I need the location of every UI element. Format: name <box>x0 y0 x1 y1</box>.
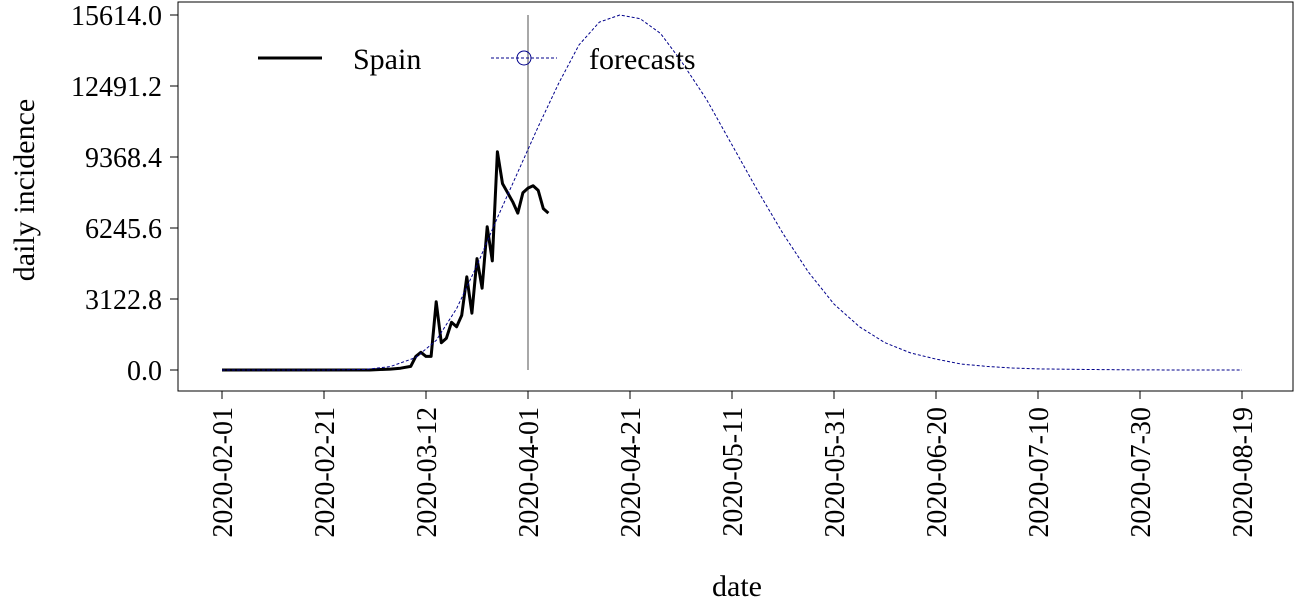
y-tick-label: 9368.4 <box>85 143 162 174</box>
y-tick-label: 0.0 <box>127 356 162 387</box>
x-tick-label: 2020-07-10 <box>1024 407 1055 538</box>
x-tick-label: 2020-08-19 <box>1228 407 1259 538</box>
y-tick-label: 6245.6 <box>85 214 162 245</box>
x-tick-label: 2020-04-01 <box>514 407 545 538</box>
plot-frame <box>177 1 1294 392</box>
y-axis-label: daily incidence <box>8 99 41 281</box>
y-tick-label: 3122.8 <box>85 285 162 316</box>
x-axis: 2020-02-01 2020-02-21 2020-03-12 2020-04-01… <box>208 390 1259 538</box>
series-line-forecasts <box>222 14 1242 371</box>
x-tick-label: 2020-02-21 <box>310 407 341 538</box>
x-axis-label: date <box>712 570 762 600</box>
y-axis: 0.0 3122.8 6245.6 9368.4 12491.2 15614.0 <box>71 1 179 387</box>
legend-marker-forecasts <box>516 50 532 66</box>
x-tick-label: 2020-05-11 <box>718 407 749 537</box>
x-tick-label: 2020-07-30 <box>1126 407 1157 538</box>
x-tick-label: 2020-03-12 <box>412 407 443 538</box>
x-tick-label: 2020-06-20 <box>922 407 953 538</box>
y-tick-label: 12491.2 <box>71 72 162 103</box>
x-tick-label: 2020-04-21 <box>616 407 647 538</box>
series-line-spain <box>222 150 550 372</box>
legend-label-forecasts: forecasts <box>589 43 696 76</box>
y-tick-label: 15614.0 <box>71 1 162 32</box>
x-tick-label: 2020-02-01 <box>208 407 239 538</box>
legend: Spain forecasts <box>258 43 696 76</box>
x-tick-label: 2020-05-31 <box>820 407 851 538</box>
series-layer <box>222 14 1242 372</box>
legend-label-spain: Spain <box>353 43 421 76</box>
